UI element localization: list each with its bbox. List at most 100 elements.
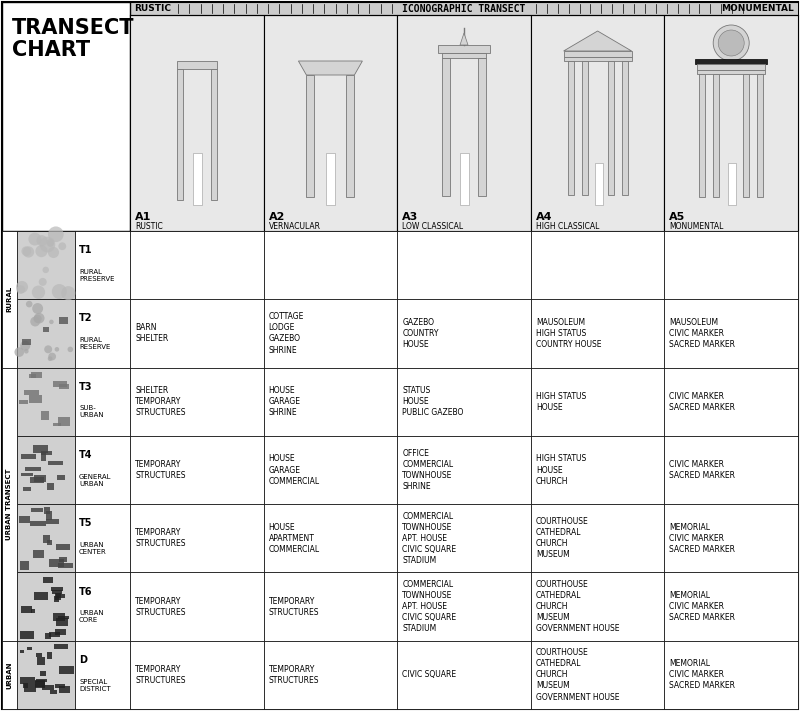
Circle shape bbox=[49, 320, 54, 324]
Text: T4: T4 bbox=[79, 450, 93, 460]
Bar bbox=[177, 61, 217, 69]
Bar bbox=[33, 550, 45, 559]
Bar bbox=[622, 61, 627, 195]
Bar bbox=[130, 299, 264, 368]
Bar bbox=[42, 452, 46, 461]
Text: URBAN: URBAN bbox=[6, 661, 13, 689]
Bar bbox=[442, 58, 450, 196]
Circle shape bbox=[37, 235, 47, 246]
Circle shape bbox=[32, 286, 45, 299]
Text: MAUSOLEUM
HIGH STATUS
COUNTRY HOUSE: MAUSOLEUM HIGH STATUS COUNTRY HOUSE bbox=[536, 318, 602, 349]
Text: ICONOGRAPHIC TRANSECT: ICONOGRAPHIC TRANSECT bbox=[402, 4, 526, 14]
Bar bbox=[42, 685, 54, 690]
Bar bbox=[130, 231, 264, 299]
Bar bbox=[20, 561, 29, 570]
Circle shape bbox=[38, 278, 46, 286]
Bar bbox=[75, 572, 130, 641]
Text: URBAN
CENTER: URBAN CENTER bbox=[79, 542, 106, 555]
Bar bbox=[59, 686, 70, 693]
Bar bbox=[664, 641, 798, 709]
Circle shape bbox=[42, 267, 49, 273]
Bar bbox=[531, 15, 664, 231]
Bar bbox=[699, 74, 706, 197]
Bar bbox=[397, 15, 531, 231]
Bar bbox=[34, 444, 49, 453]
Bar bbox=[664, 504, 798, 572]
Text: MONUMENTAL: MONUMENTAL bbox=[722, 4, 794, 13]
Bar bbox=[48, 461, 63, 464]
Text: SPECIAL
DISTRICT: SPECIAL DISTRICT bbox=[79, 678, 110, 692]
Circle shape bbox=[17, 285, 25, 294]
Bar bbox=[2, 2, 130, 231]
Bar bbox=[36, 679, 47, 683]
Text: T6: T6 bbox=[79, 587, 93, 597]
Bar bbox=[608, 61, 614, 195]
Bar bbox=[19, 515, 30, 523]
Text: SHELTER
TEMPORARY
STRUCTURES: SHELTER TEMPORARY STRUCTURES bbox=[135, 386, 186, 417]
Bar bbox=[46, 511, 52, 520]
Text: TEMPORARY
STRUCTURES: TEMPORARY STRUCTURES bbox=[135, 460, 186, 480]
Circle shape bbox=[47, 240, 54, 247]
Bar bbox=[45, 633, 50, 639]
Bar bbox=[30, 508, 42, 512]
Bar bbox=[50, 560, 64, 567]
Bar bbox=[531, 231, 664, 299]
Bar bbox=[59, 317, 69, 324]
Bar bbox=[52, 590, 62, 594]
Bar bbox=[54, 644, 68, 648]
Bar bbox=[531, 368, 664, 436]
Bar bbox=[50, 632, 60, 637]
Text: TEMPORARY
STRUCTURES: TEMPORARY STRUCTURES bbox=[135, 597, 186, 616]
Circle shape bbox=[20, 341, 30, 351]
Text: COMMERCIAL
TOWNHOUSE
APT. HOUSE
CIVIC SQUARE
STADIUM: COMMERCIAL TOWNHOUSE APT. HOUSE CIVIC SQ… bbox=[402, 512, 456, 565]
Bar bbox=[264, 436, 398, 504]
Circle shape bbox=[46, 239, 54, 247]
Bar bbox=[43, 327, 49, 332]
Bar bbox=[397, 368, 531, 436]
Circle shape bbox=[29, 232, 42, 245]
Bar bbox=[31, 609, 35, 613]
Bar bbox=[59, 557, 67, 562]
Bar bbox=[29, 374, 36, 378]
Bar bbox=[2, 641, 17, 709]
Bar bbox=[397, 231, 531, 299]
Bar bbox=[2, 368, 17, 641]
Bar bbox=[177, 69, 182, 200]
Bar bbox=[27, 647, 33, 650]
Text: HIGH STATUS
HOUSE
CHURCH: HIGH STATUS HOUSE CHURCH bbox=[536, 454, 586, 486]
Text: HIGH CLASSICAL: HIGH CLASSICAL bbox=[536, 222, 599, 231]
Bar bbox=[19, 400, 28, 404]
Bar bbox=[53, 380, 67, 387]
Text: TRANSECT
CHART: TRANSECT CHART bbox=[12, 18, 134, 60]
Text: HOUSE
GARAGE
SHRINE: HOUSE GARAGE SHRINE bbox=[269, 386, 301, 417]
Text: URBAN
CORE: URBAN CORE bbox=[79, 610, 104, 624]
Bar bbox=[130, 15, 264, 231]
Text: RUSTIC: RUSTIC bbox=[135, 222, 162, 231]
Text: URBAN TRANSECT: URBAN TRANSECT bbox=[6, 469, 13, 540]
Text: MEMORIAL
CIVIC MARKER
SACRED MARKER: MEMORIAL CIVIC MARKER SACRED MARKER bbox=[670, 659, 735, 690]
Circle shape bbox=[22, 247, 31, 256]
Bar bbox=[264, 641, 398, 709]
Bar bbox=[211, 69, 217, 200]
Circle shape bbox=[34, 313, 45, 324]
Bar bbox=[326, 153, 335, 205]
Bar bbox=[531, 504, 664, 572]
Bar bbox=[56, 594, 65, 598]
Circle shape bbox=[718, 30, 744, 56]
Text: COURTHOUSE
CATHEDRAL
CHURCH
MUSEUM
GOVERNMENT HOUSE: COURTHOUSE CATHEDRAL CHURCH MUSEUM GOVER… bbox=[536, 648, 619, 702]
Bar bbox=[130, 572, 264, 641]
Text: RURAL: RURAL bbox=[6, 287, 13, 312]
Bar bbox=[664, 436, 798, 504]
Bar bbox=[53, 613, 65, 621]
Bar bbox=[697, 64, 765, 70]
Text: A1: A1 bbox=[135, 212, 151, 222]
Bar bbox=[31, 372, 42, 378]
Bar bbox=[54, 593, 61, 599]
Bar bbox=[664, 572, 798, 641]
Bar bbox=[55, 685, 65, 688]
Bar bbox=[55, 629, 66, 635]
Circle shape bbox=[34, 314, 42, 323]
Bar bbox=[397, 299, 531, 368]
Bar bbox=[17, 299, 75, 368]
Circle shape bbox=[48, 247, 59, 258]
